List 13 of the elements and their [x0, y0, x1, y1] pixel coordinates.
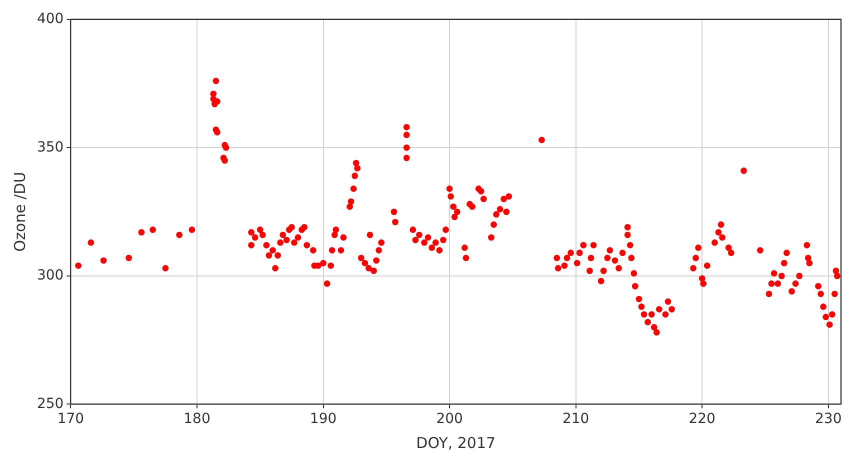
y-tick-label: 400 — [36, 11, 64, 28]
x-tick-label: 210 — [562, 411, 590, 428]
x-tick-label: 220 — [688, 411, 716, 428]
y-tick-label: 350 — [36, 139, 64, 156]
x-tick-label: 230 — [815, 411, 842, 428]
x-tick-label: 200 — [436, 411, 463, 428]
y-tick-label: 300 — [36, 268, 64, 284]
x-axis-title: DOY, 2017 — [416, 434, 496, 452]
x-tick-label: 170 — [57, 411, 84, 428]
x-tick-label: 180 — [184, 411, 210, 428]
x-tick-label: 190 — [310, 411, 337, 428]
y-axis-title: Ozone /DU — [10, 172, 29, 252]
y-tick-label: 250 — [36, 396, 64, 412]
